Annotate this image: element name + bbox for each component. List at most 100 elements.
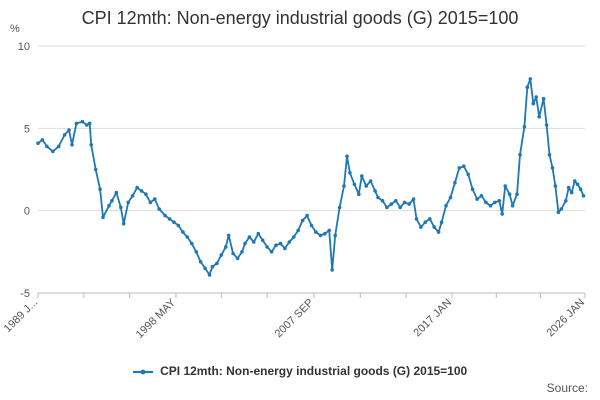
data-point[interactable] — [130, 194, 135, 198]
data-point[interactable] — [550, 166, 555, 170]
data-point[interactable] — [252, 240, 256, 244]
data-point[interactable] — [559, 207, 564, 211]
data-point[interactable] — [541, 96, 546, 101]
data-point[interactable] — [345, 154, 349, 159]
data-point[interactable] — [385, 205, 389, 210]
data-point[interactable] — [528, 77, 533, 81]
data-point[interactable] — [484, 200, 488, 205]
data-point[interactable] — [148, 200, 153, 205]
data-point[interactable] — [185, 235, 190, 239]
data-point[interactable] — [537, 115, 541, 119]
data-point[interactable] — [194, 250, 198, 254]
data-point[interactable] — [453, 180, 457, 185]
data-point[interactable] — [522, 124, 527, 129]
data-point[interactable] — [287, 240, 292, 244]
data-point[interactable] — [368, 179, 373, 183]
data-point[interactable] — [373, 189, 377, 193]
data-point[interactable] — [531, 101, 536, 106]
data-point[interactable] — [581, 194, 586, 198]
data-point[interactable] — [575, 182, 580, 187]
data-point[interactable] — [67, 128, 71, 132]
data-point[interactable] — [70, 143, 74, 147]
data-point[interactable] — [135, 185, 139, 190]
data-point[interactable] — [231, 251, 235, 256]
data-point[interactable] — [219, 253, 224, 257]
data-point[interactable] — [578, 187, 583, 192]
data-point[interactable] — [274, 243, 278, 247]
data-point[interactable] — [352, 182, 357, 187]
data-point[interactable] — [564, 199, 568, 203]
data-point[interactable] — [544, 123, 549, 127]
data-point[interactable] — [198, 259, 203, 264]
data-point[interactable] — [569, 190, 574, 195]
data-point[interactable] — [436, 230, 441, 234]
data-point[interactable] — [389, 202, 394, 206]
data-point[interactable] — [488, 203, 493, 208]
data-point[interactable] — [305, 213, 309, 218]
data-point[interactable] — [402, 200, 407, 205]
data-point[interactable] — [36, 141, 40, 145]
data-point[interactable] — [572, 179, 577, 183]
data-point[interactable] — [203, 266, 207, 271]
data-point[interactable] — [87, 121, 92, 126]
data-point[interactable] — [157, 207, 161, 211]
data-point[interactable] — [503, 184, 508, 188]
data-point[interactable] — [167, 217, 172, 221]
data-point[interactable] — [101, 215, 105, 220]
data-point[interactable] — [318, 233, 323, 238]
data-point[interactable] — [479, 194, 484, 198]
data-point[interactable] — [553, 184, 558, 188]
data-point[interactable] — [210, 264, 215, 269]
data-point[interactable] — [119, 205, 123, 210]
data-point[interactable] — [269, 250, 274, 254]
data-point[interactable] — [121, 222, 126, 226]
data-point[interactable] — [462, 164, 466, 168]
data-point[interactable] — [89, 143, 93, 147]
data-point[interactable] — [93, 167, 98, 172]
data-point[interactable] — [323, 231, 327, 236]
data-point[interactable] — [215, 261, 219, 266]
data-point[interactable] — [98, 187, 102, 192]
data-point[interactable] — [114, 190, 119, 195]
data-point[interactable] — [56, 144, 61, 149]
data-point[interactable] — [360, 174, 364, 178]
data-point[interactable] — [394, 199, 398, 203]
data-point[interactable] — [470, 187, 475, 192]
data-point[interactable] — [296, 228, 301, 233]
data-point[interactable] — [428, 217, 432, 221]
data-point[interactable] — [510, 203, 515, 208]
data-point[interactable] — [566, 185, 571, 190]
data-point[interactable] — [534, 95, 538, 99]
data-point[interactable] — [357, 192, 361, 196]
data-point[interactable] — [423, 220, 428, 224]
data-point[interactable] — [515, 192, 519, 196]
data-point[interactable] — [256, 231, 261, 236]
data-point[interactable] — [327, 228, 332, 233]
data-point[interactable] — [547, 152, 552, 157]
data-point[interactable] — [330, 268, 335, 272]
data-point[interactable] — [497, 199, 502, 203]
data-point[interactable] — [235, 256, 240, 261]
data-point[interactable] — [51, 149, 55, 154]
data-point[interactable] — [448, 195, 453, 200]
data-point[interactable] — [457, 166, 462, 170]
data-point[interactable] — [419, 225, 423, 229]
data-point[interactable] — [518, 152, 522, 157]
data-point[interactable] — [309, 223, 314, 228]
data-point[interactable] — [243, 241, 247, 246]
data-point[interactable] — [507, 192, 512, 196]
data-point[interactable] — [139, 189, 144, 193]
data-point[interactable] — [80, 119, 85, 124]
data-point[interactable] — [207, 273, 212, 277]
data-point[interactable] — [337, 205, 342, 210]
data-point[interactable] — [107, 203, 111, 208]
data-point[interactable] — [163, 213, 167, 218]
data-point[interactable] — [260, 238, 265, 243]
data-point[interactable] — [176, 223, 181, 228]
data-point[interactable] — [283, 246, 287, 251]
data-point[interactable] — [247, 235, 252, 239]
data-point[interactable] — [62, 133, 67, 137]
data-point[interactable] — [292, 235, 296, 239]
data-point[interactable] — [342, 184, 346, 188]
data-point[interactable] — [380, 199, 385, 203]
